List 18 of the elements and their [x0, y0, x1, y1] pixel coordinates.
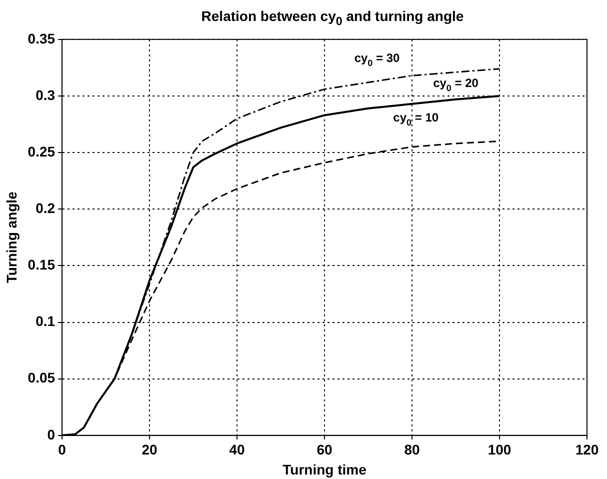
x-tick-label: 60 — [316, 442, 333, 458]
y-axis-title: Turning angle — [3, 191, 20, 284]
y-tick-label: 0.15 — [28, 256, 56, 273]
x-axis-title: Turning time — [282, 461, 367, 478]
x-tick-label: 40 — [229, 442, 246, 458]
y-tick-label: 0.3 — [36, 86, 56, 103]
chart-title: Relation between cy$_{0}$ and turning angle — [200, 8, 465, 28]
x-tick-label: 80 — [404, 442, 420, 458]
x-tick-label: 100 — [488, 442, 512, 458]
y-tick-label: 0.2 — [36, 200, 56, 216]
x-tick-label: 20 — [142, 442, 158, 458]
y-tick-label: 0.35 — [28, 30, 56, 46]
y-tick-label: 0 — [47, 426, 56, 442]
y-tick-label: 0.05 — [28, 370, 56, 386]
y-tick-label: 0.1 — [36, 313, 56, 330]
y-tick-label: 0.25 — [28, 143, 56, 160]
x-tick-label: 0 — [58, 442, 66, 458]
x-tick-label: 120 — [575, 442, 599, 458]
